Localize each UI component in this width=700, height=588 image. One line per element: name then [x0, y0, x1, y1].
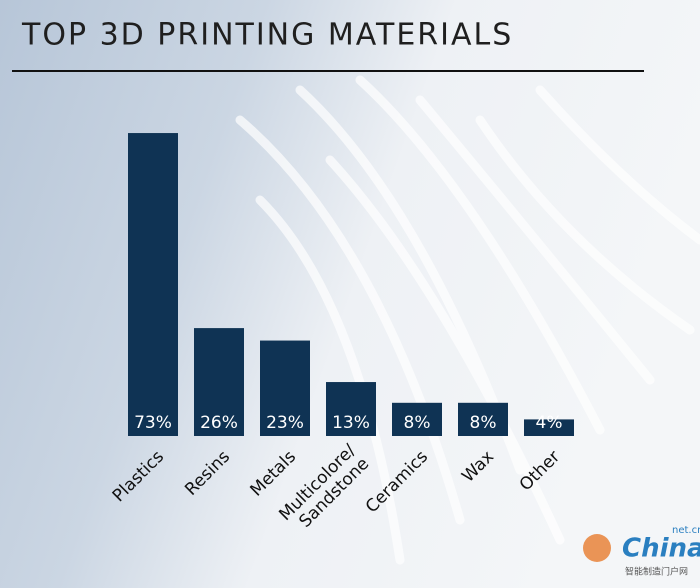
- bar: [194, 328, 244, 436]
- bar: [458, 402, 508, 436]
- value-label: 8%: [404, 413, 431, 433]
- value-label: 8%: [470, 413, 497, 433]
- bar: [326, 382, 376, 436]
- background-fibers: [235, 75, 700, 565]
- watermark-brand: China: [622, 534, 700, 564]
- value-label: 13%: [332, 413, 370, 433]
- bar: [392, 402, 442, 436]
- watermark-domain: net.cn: [672, 525, 700, 536]
- value-label: 23%: [266, 413, 304, 433]
- watermark-tagline: 智能制造门户网: [625, 566, 688, 578]
- value-label: 4%: [536, 413, 563, 433]
- bar: [128, 133, 178, 437]
- watermark-logo: [583, 534, 611, 562]
- value-label: 26%: [200, 413, 238, 433]
- bar: [260, 340, 310, 436]
- chart-title: TOP 3D PRINTING MATERIALS: [21, 18, 513, 53]
- bar: [524, 419, 574, 436]
- value-label: 73%: [134, 413, 172, 433]
